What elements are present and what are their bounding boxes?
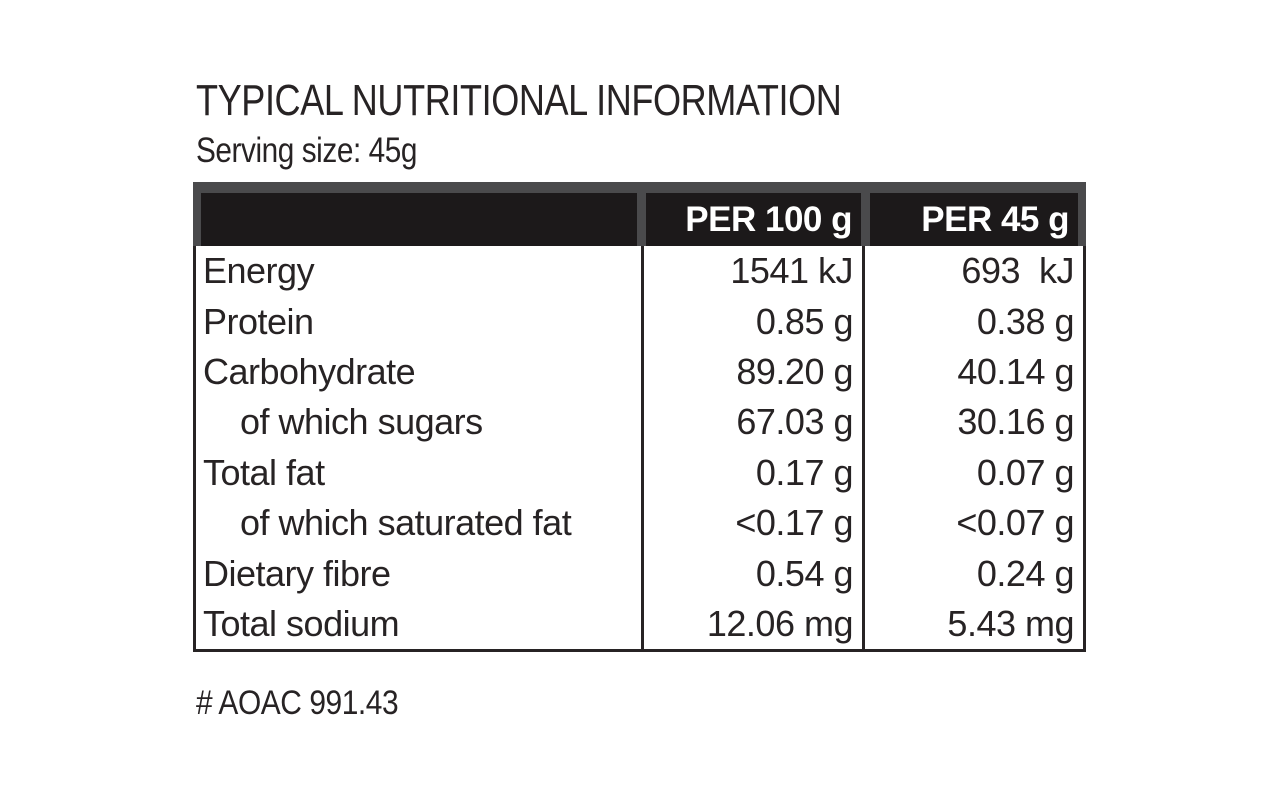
value-per-100g: 0.85 g: [641, 296, 862, 347]
value-per-45g: 40.14 g: [862, 346, 1083, 398]
table-row-sub: of which sugars 67.03 g 30.16 g: [196, 397, 1083, 448]
value-per-45g: 0.38 g: [862, 296, 1083, 347]
column-header-blank: [201, 193, 637, 246]
table-row: Energy 1541 kJ 693 kJ: [196, 246, 1083, 297]
value-per-45g: 0.07 g: [862, 447, 1083, 498]
nutrition-table: PER 100 g PER 45 g Energy 1541 kJ 693 kJ…: [193, 182, 1086, 653]
value-per-100g: 0.54 g: [641, 548, 862, 599]
value-per-100g: <0.17 g: [641, 497, 862, 549]
table-row-sub: of which saturated fat <0.17 g <0.07 g: [196, 497, 1083, 549]
column-header-per-100g: PER 100 g: [646, 193, 861, 246]
column-header-per-45g: PER 45 g: [870, 193, 1078, 246]
row-label: Total fat: [203, 451, 325, 493]
row-label: Total sodium: [203, 602, 400, 644]
value-per-100g: 89.20 g: [641, 346, 862, 398]
table-body: Energy 1541 kJ 693 kJ Protein 0.85 g 0.3…: [193, 246, 1086, 653]
value-per-100g: 1541 kJ: [641, 246, 862, 297]
table-row: Total sodium 12.06 mg 5.43 mg: [196, 598, 1083, 650]
row-label: Energy: [203, 250, 315, 292]
value-per-45g: 5.43 mg: [862, 598, 1083, 650]
table-row: Carbohydrate 89.20 g 40.14 g: [196, 346, 1083, 398]
row-label: of which sugars: [240, 401, 483, 443]
table-header-row: PER 100 g PER 45 g: [193, 182, 1086, 246]
table-row: Protein 0.85 g 0.38 g: [196, 296, 1083, 347]
table-row: Total fat 0.17 g 0.07 g: [196, 447, 1083, 498]
value-per-45g: <0.07 g: [862, 497, 1083, 549]
value-per-45g: 0.24 g: [862, 548, 1083, 599]
value-per-45g: 30.16 g: [862, 397, 1083, 448]
row-label: Carbohydrate: [203, 350, 416, 392]
row-label: Dietary fibre: [203, 552, 391, 594]
serving-size: Serving size: 45g: [196, 131, 417, 170]
row-label: Protein: [203, 300, 314, 342]
value-per-100g: 0.17 g: [641, 447, 862, 498]
page-title: TYPICAL NUTRITIONAL INFORMATION: [196, 76, 842, 125]
value-per-100g: 67.03 g: [641, 397, 862, 448]
value-per-45g: 693 kJ: [862, 246, 1083, 297]
footnote-aoac: # AOAC 991.43: [196, 684, 399, 722]
table-row: Dietary fibre 0.54 g 0.24 g: [196, 548, 1083, 599]
value-per-100g: 12.06 mg: [641, 598, 862, 650]
row-label: of which saturated fat: [240, 502, 572, 544]
